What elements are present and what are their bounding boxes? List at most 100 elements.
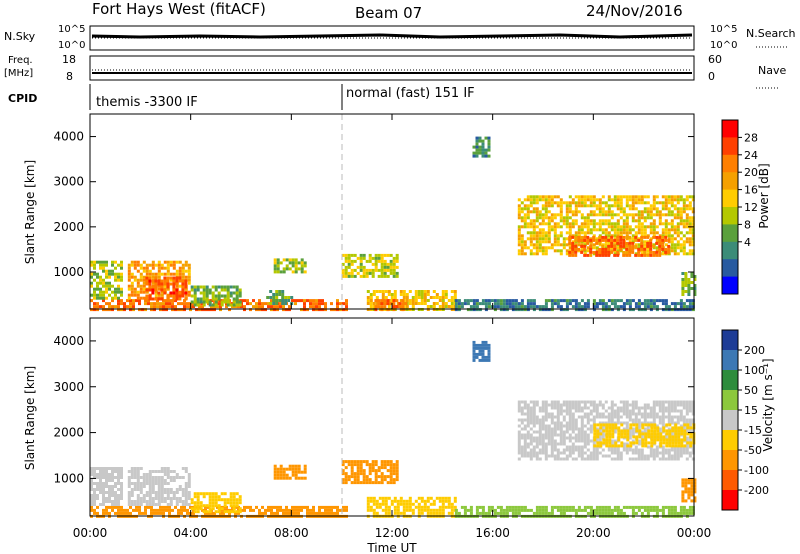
power-cell	[499, 302, 503, 306]
power-cell	[601, 207, 605, 211]
velocity-cell	[589, 400, 593, 404]
power-cell	[532, 228, 536, 232]
velocity-cell	[596, 429, 600, 433]
velocity-cell	[111, 473, 114, 476]
power-cell	[607, 308, 611, 312]
velocity-cell	[646, 457, 650, 461]
velocity-cell	[547, 436, 551, 440]
power-cell	[108, 269, 111, 273]
power-cell	[568, 210, 572, 214]
velocity-cell	[667, 427, 671, 431]
power-cell	[160, 266, 164, 270]
power-cell	[294, 264, 298, 268]
velocity-cell	[661, 403, 665, 407]
power-cell	[652, 201, 656, 205]
velocity-cell	[181, 494, 185, 497]
power-cell	[411, 299, 415, 302]
power-cell	[637, 195, 641, 199]
velocity-cell	[453, 505, 457, 509]
power-cell	[622, 219, 626, 223]
velocity-cell	[229, 510, 233, 514]
velocity-cell	[684, 484, 688, 488]
velocity-cell	[592, 406, 596, 410]
power-cell	[544, 231, 548, 235]
power-cell	[607, 244, 611, 248]
power-cell	[344, 256, 348, 260]
velocity-cell	[568, 409, 572, 413]
power-cell	[565, 237, 569, 241]
velocity-cell	[658, 427, 662, 431]
power-cell	[375, 290, 379, 293]
power-cell	[258, 308, 261, 312]
power-cell	[157, 284, 161, 288]
power-cell	[517, 207, 521, 211]
velocity-cell	[463, 511, 467, 515]
power-cell	[136, 296, 140, 300]
velocity-cell	[180, 505, 183, 509]
power-cell	[679, 207, 683, 211]
power-cell	[111, 290, 114, 294]
velocity-cell	[423, 502, 427, 506]
velocity-cell	[157, 485, 161, 488]
velocity-cell	[102, 494, 105, 497]
velocity-cell	[653, 426, 657, 430]
velocity-ylabel: Slant Range [km]	[23, 366, 37, 470]
power-cell	[601, 195, 605, 199]
power-cell	[577, 305, 581, 309]
velocity-cell	[565, 505, 569, 509]
velocity-cell	[577, 454, 581, 458]
power-cell	[157, 287, 161, 291]
velocity-cell	[568, 445, 572, 449]
power-cell	[541, 252, 545, 256]
power-cell	[399, 290, 403, 293]
velocity-colorbar-frame	[721, 329, 739, 511]
velocity-cell	[616, 454, 620, 458]
velocity-cell	[686, 432, 690, 436]
power-cell	[235, 294, 239, 298]
velocity-cell	[652, 421, 656, 425]
power-cell	[601, 250, 605, 254]
power-cell	[180, 302, 183, 306]
power-cell	[151, 263, 155, 267]
power-cell	[598, 198, 602, 202]
power-cell	[383, 299, 387, 303]
velocity-cell	[574, 433, 578, 437]
power-cell	[175, 260, 179, 264]
velocity-cell	[565, 403, 569, 407]
power-cell	[610, 198, 614, 202]
power-cell	[685, 225, 689, 229]
power-cell	[207, 308, 210, 312]
power-cell	[420, 296, 424, 299]
power-cell	[404, 302, 408, 306]
power-cell	[392, 268, 396, 272]
power-cell	[628, 250, 632, 254]
velocity-cell	[550, 511, 554, 515]
velocity-cell	[193, 510, 197, 514]
power-cell	[622, 250, 626, 254]
velocity-cell	[631, 457, 635, 461]
power-cell	[616, 246, 620, 250]
velocity-cell	[655, 445, 659, 449]
velocity-cell	[303, 467, 307, 471]
velocity-cell	[625, 400, 629, 404]
power-cell	[565, 210, 569, 214]
power-cell	[610, 213, 614, 217]
power-cell	[281, 296, 285, 299]
power-cell	[598, 253, 602, 257]
power-cell	[667, 237, 671, 241]
power-cell	[556, 201, 560, 205]
power-cell	[568, 222, 572, 226]
power-cell	[532, 198, 536, 202]
velocity-cell	[120, 476, 123, 479]
velocity-cell	[641, 432, 645, 436]
power-cell	[193, 300, 197, 304]
power-cell	[96, 275, 99, 279]
velocity-cell	[148, 479, 152, 482]
velocity-cell	[526, 430, 530, 434]
power-cell	[339, 302, 342, 306]
velocity-ytick-label: 1000	[53, 471, 84, 485]
power-cell	[643, 201, 647, 205]
velocity-cell	[99, 473, 102, 476]
power-cell	[190, 294, 194, 298]
velocity-cell	[208, 504, 212, 508]
